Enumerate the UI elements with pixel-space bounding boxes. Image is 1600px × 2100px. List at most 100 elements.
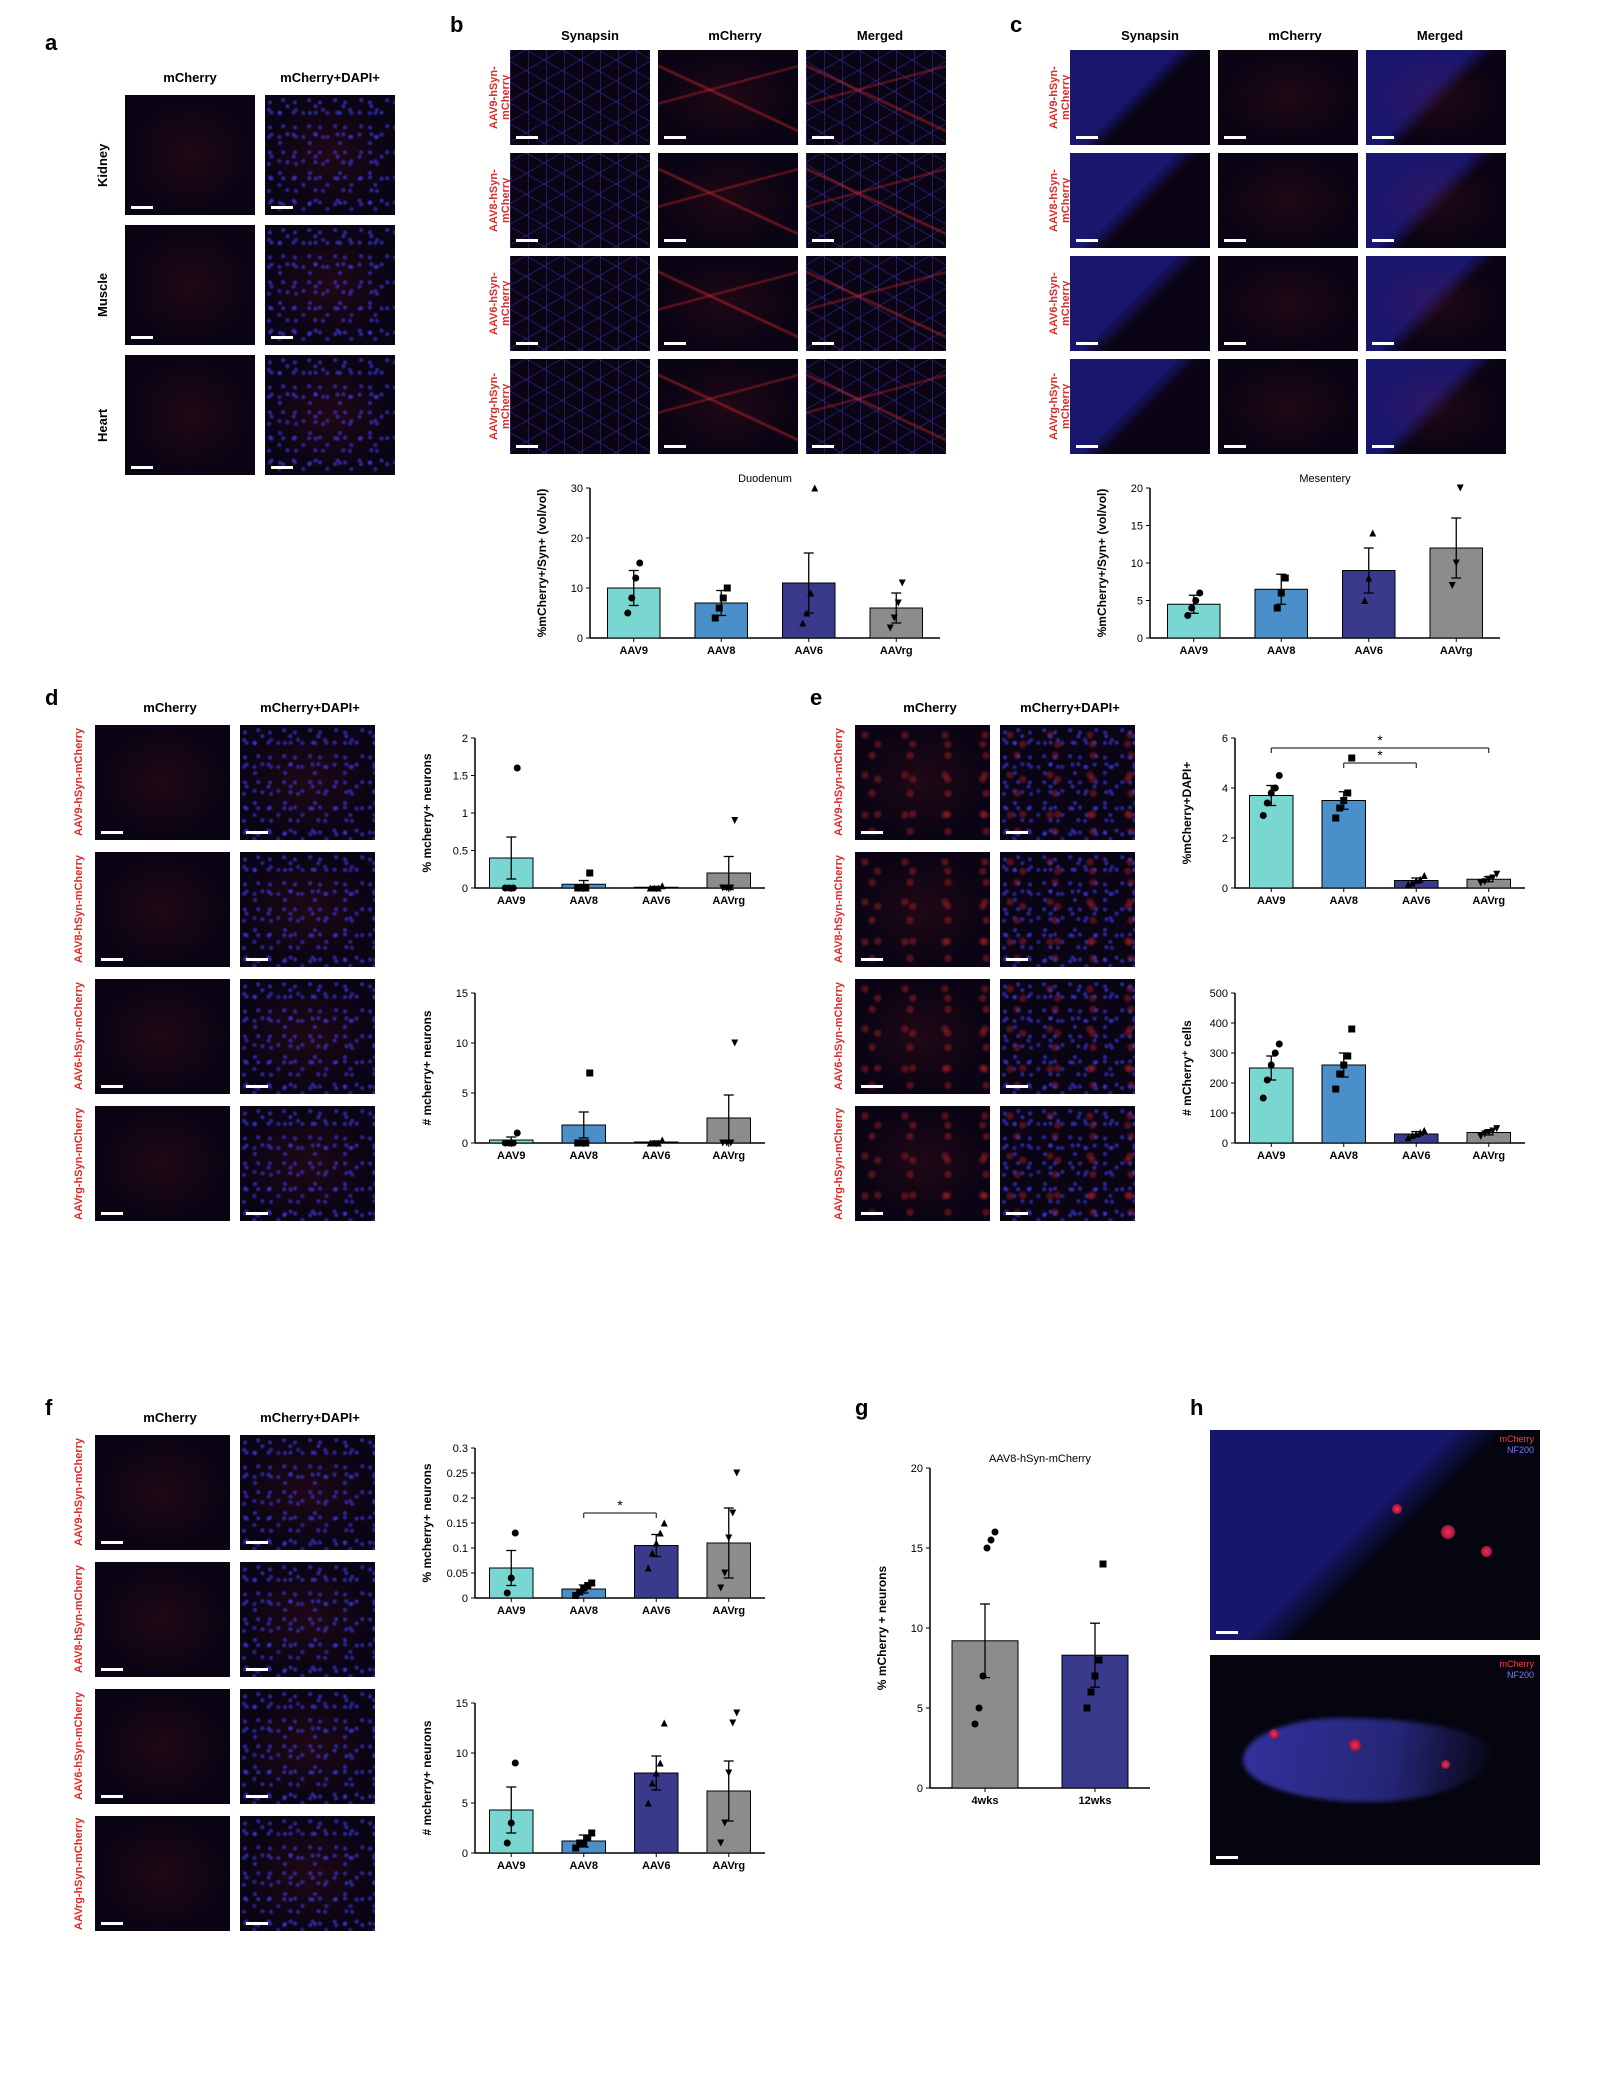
- svg-text:5: 5: [462, 1088, 468, 1100]
- svg-text:AAV6: AAV6: [1402, 895, 1431, 907]
- micrograph: [658, 50, 798, 145]
- micrograph: [510, 50, 650, 145]
- svg-text:AAVrg: AAVrg: [880, 645, 913, 657]
- svg-text:2: 2: [1222, 833, 1228, 845]
- micrograph: [265, 95, 395, 215]
- col-header: mCherry: [670, 28, 800, 43]
- micrograph: [95, 1562, 230, 1677]
- micrograph: [240, 725, 375, 840]
- svg-text:# mCherry⁺ cells: # mCherry⁺ cells: [1180, 1020, 1194, 1116]
- panel-label-a: a: [45, 30, 57, 56]
- svg-text:*: *: [617, 1497, 623, 1513]
- micrograph: [1218, 256, 1358, 351]
- svg-text:*: *: [1377, 747, 1383, 763]
- row-label: AAV8-hSyn-mCherry: [488, 153, 512, 248]
- panel-label-g: g: [855, 1395, 868, 1421]
- svg-text:15: 15: [456, 988, 468, 1000]
- micrograph: [95, 1106, 230, 1221]
- svg-text:AAVrg: AAVrg: [712, 1150, 745, 1162]
- micrograph: [1366, 256, 1506, 351]
- micrograph: [1070, 153, 1210, 248]
- micrograph: [95, 725, 230, 840]
- svg-text:AAV9: AAV9: [1257, 1150, 1286, 1162]
- col-header: Synapsin: [1085, 28, 1215, 43]
- svg-text:AAV6: AAV6: [1354, 645, 1383, 657]
- micrograph: mCherryNF200: [1210, 1655, 1540, 1865]
- svg-text:AAV6: AAV6: [1402, 1150, 1431, 1162]
- row-label: AAVrg-hSyn-mCherry: [833, 1106, 845, 1221]
- chart-e-bottom: 0100200300400500# mCherry⁺ cellsAAV9AAV8…: [1175, 975, 1535, 1175]
- chart-g: 05101520% mCherry + neuronsAAV8-hSyn-mCh…: [870, 1450, 1160, 1820]
- micrograph: [1070, 256, 1210, 351]
- row-label: AAV9-hSyn-mCherry: [1048, 50, 1072, 145]
- col-header: Merged: [1375, 28, 1505, 43]
- micrograph: [1070, 50, 1210, 145]
- svg-text:AAV9: AAV9: [497, 1860, 526, 1872]
- svg-text:12wks: 12wks: [1078, 1795, 1111, 1807]
- svg-text:15: 15: [1131, 521, 1143, 533]
- row-label: AAV6-hSyn-mCherry: [1048, 256, 1072, 351]
- micrograph: [1218, 359, 1358, 454]
- svg-text:0.05: 0.05: [447, 1568, 468, 1580]
- svg-text:0: 0: [577, 633, 583, 645]
- row-label: AAV8-hSyn-mCherry: [833, 852, 845, 967]
- svg-text:20: 20: [1131, 483, 1143, 495]
- micrograph: [240, 1435, 375, 1550]
- svg-text:0: 0: [462, 1593, 468, 1605]
- panel-label-b: b: [450, 12, 463, 38]
- micrograph: [658, 359, 798, 454]
- micrograph: [1366, 50, 1506, 145]
- chart-e-top: 0246%mCherry+DAPI+AAV9AAV8AAV6AAVrg**: [1175, 720, 1535, 920]
- svg-text:*: *: [1377, 732, 1383, 748]
- row-label: AAV8-hSyn-mCherry: [1048, 153, 1072, 248]
- row-label: AAV9-hSyn-mCherry: [73, 725, 85, 840]
- chart-d-top: 00.511.52% mcherry+ neuronsAAV9AAV8AAV6A…: [415, 720, 775, 920]
- svg-text:5: 5: [1137, 596, 1143, 608]
- svg-text:1.5: 1.5: [453, 771, 468, 783]
- svg-text:% mcherry+ neurons: % mcherry+ neurons: [420, 1463, 434, 1582]
- micrograph: [806, 359, 946, 454]
- micrograph: [95, 1435, 230, 1550]
- svg-text:%mCherry+/Syn+ (vol/vol): %mCherry+/Syn+ (vol/vol): [1095, 489, 1109, 638]
- svg-text:%mCherry+DAPI+: %mCherry+DAPI+: [1180, 762, 1194, 865]
- row-label: AAV8-hSyn-mCherry: [73, 852, 85, 967]
- row-label: AAV6-hSyn-mCherry: [833, 979, 845, 1094]
- panel-label-e: e: [810, 685, 822, 711]
- svg-text:15: 15: [456, 1698, 468, 1710]
- svg-text:0.15: 0.15: [447, 1518, 468, 1530]
- svg-text:%mCherry+/Syn+ (vol/vol): %mCherry+/Syn+ (vol/vol): [535, 489, 549, 638]
- svg-text:AAV8: AAV8: [569, 1150, 598, 1162]
- col-header: mCherry+DAPI+: [240, 1410, 380, 1425]
- micrograph: [95, 1689, 230, 1804]
- micrograph: [240, 1816, 375, 1931]
- svg-text:AAVrg: AAVrg: [1472, 895, 1505, 907]
- panel-label-h: h: [1190, 1395, 1203, 1421]
- svg-text:AAV9: AAV9: [497, 1150, 526, 1162]
- micrograph: [125, 355, 255, 475]
- col-header: mCherry+DAPI+: [260, 70, 400, 85]
- svg-text:# mcherry+ neurons: # mcherry+ neurons: [420, 1720, 434, 1835]
- svg-text:AAV9: AAV9: [1257, 895, 1286, 907]
- micrograph: [855, 979, 990, 1094]
- micrograph: [658, 153, 798, 248]
- micrograph: [240, 1689, 375, 1804]
- svg-text:0: 0: [462, 1138, 468, 1150]
- chart-f-bottom: 051015# mcherry+ neuronsAAV9AAV8AAV6AAVr…: [415, 1685, 775, 1885]
- micrograph: [95, 1816, 230, 1931]
- svg-text:0.5: 0.5: [453, 846, 468, 858]
- svg-text:10: 10: [911, 1623, 923, 1635]
- col-header: mCherry: [130, 70, 250, 85]
- row-label: AAV9-hSyn-mCherry: [488, 50, 512, 145]
- micrograph: [806, 153, 946, 248]
- svg-text:AAV6: AAV6: [642, 1605, 671, 1617]
- micrograph: [240, 1562, 375, 1677]
- col-header: mCherry+DAPI+: [1000, 700, 1140, 715]
- legend-text: NF200: [1507, 1445, 1534, 1455]
- svg-text:AAV8: AAV8: [569, 1605, 598, 1617]
- micrograph: mCherryNF200: [1210, 1430, 1540, 1640]
- row-label: Heart: [95, 365, 110, 485]
- micrograph: [510, 153, 650, 248]
- svg-text:0: 0: [1222, 1138, 1228, 1150]
- svg-text:15: 15: [911, 1543, 923, 1555]
- row-label: AAV9-hSyn-mCherry: [73, 1435, 85, 1550]
